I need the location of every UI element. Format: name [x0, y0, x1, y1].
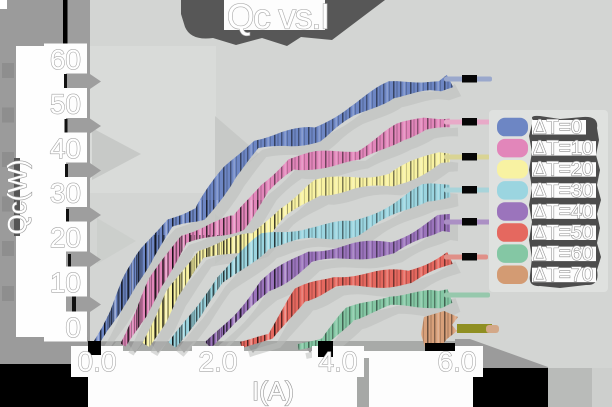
svg-text:Qc(W): Qc(W)	[2, 159, 32, 234]
svg-text:ΔT=0: ΔT=0	[533, 117, 582, 139]
svg-text:0: 0	[65, 312, 81, 343]
svg-text:ΔT=40: ΔT=40	[533, 201, 594, 223]
svg-text:40: 40	[50, 133, 81, 164]
svg-text:ΔT=20: ΔT=20	[533, 159, 594, 181]
svg-text:ΔT=60: ΔT=60	[533, 243, 594, 265]
svg-text:30: 30	[50, 178, 81, 209]
svg-text:ΔT=50: ΔT=50	[533, 222, 594, 244]
svg-text:20: 20	[50, 222, 81, 253]
svg-text:6.0: 6.0	[438, 346, 477, 377]
svg-text:ΔT=10: ΔT=10	[533, 138, 594, 160]
svg-text:I(A): I(A)	[252, 376, 294, 406]
svg-text:ΔT=30: ΔT=30	[533, 180, 594, 202]
svg-text:60: 60	[50, 44, 81, 75]
svg-text:2.0: 2.0	[199, 346, 238, 377]
svg-text:ΔT=70: ΔT=70	[533, 264, 594, 286]
svg-text:4.0: 4.0	[319, 346, 358, 377]
svg-text:50: 50	[50, 89, 81, 120]
svg-text:Qc vs.I: Qc vs.I	[227, 0, 329, 37]
svg-text:10: 10	[50, 267, 81, 298]
svg-text:0.0: 0.0	[78, 346, 117, 377]
